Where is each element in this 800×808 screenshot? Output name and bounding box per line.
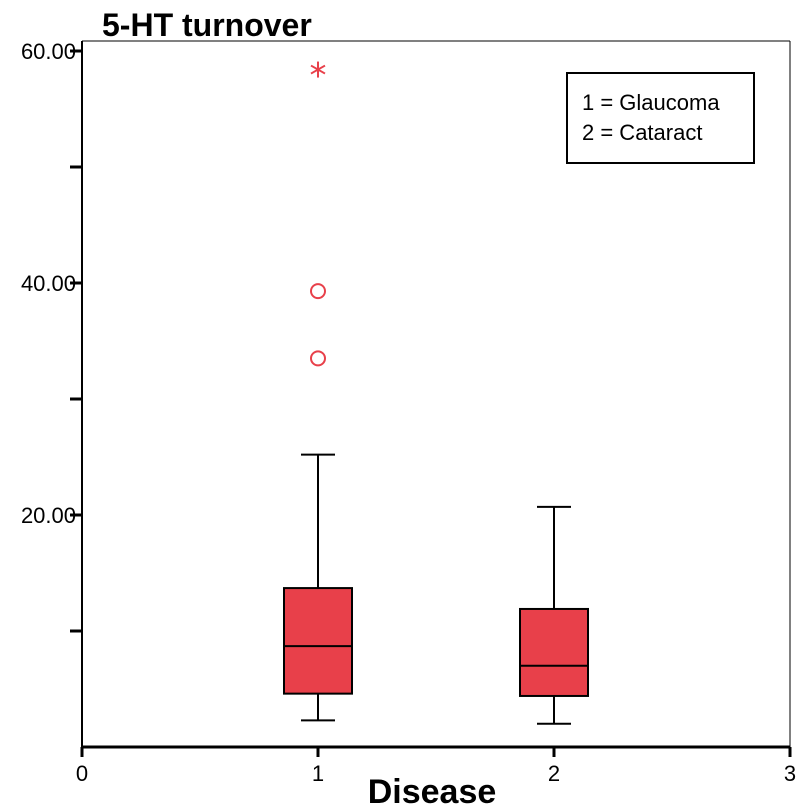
x-tick-label: 0: [76, 761, 88, 786]
outlier-point: [310, 350, 326, 367]
chart-title: 5-HT turnover: [102, 7, 312, 43]
box-group: [283, 61, 353, 722]
legend-line-1: 1 = Glaucoma: [582, 90, 720, 115]
box-groups: [283, 61, 589, 725]
x-tick-label: 1: [312, 761, 324, 786]
outlier-point: [310, 283, 326, 300]
y-axis-ticks: 20.00 40.00 60.00: [21, 39, 82, 633]
box-group: [519, 505, 589, 725]
extreme-point: [310, 61, 326, 78]
x-axis-label: Disease: [368, 773, 497, 808]
iqr-box: [519, 607, 589, 697]
extreme-stroke: [310, 64, 326, 75]
y-tick-label: 40.00: [21, 271, 76, 296]
x-tick-label: 2: [548, 761, 560, 786]
legend-box: [566, 72, 755, 164]
x-tick-label: 3: [784, 761, 796, 786]
legend-line-2: 2 = Cataract: [582, 120, 702, 145]
x-axis-ticks: 0 1 2 3: [76, 747, 796, 786]
y-tick-label: 60.00: [21, 39, 76, 64]
y-tick-label: 20.00: [21, 503, 76, 528]
iqr-box: [283, 587, 353, 695]
legend: 1 = Glaucoma 2 = Cataract: [566, 72, 755, 164]
